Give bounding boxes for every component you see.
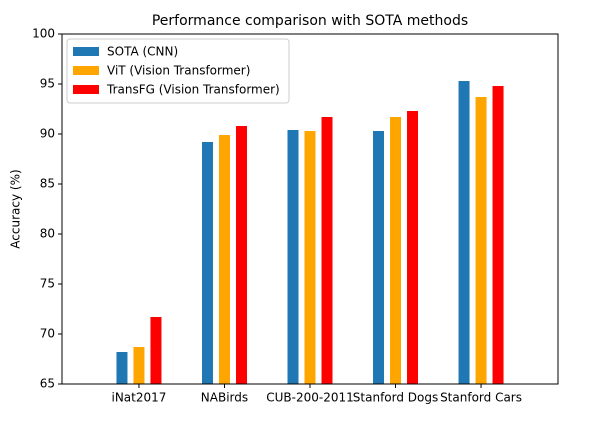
bar [407, 111, 419, 384]
legend-swatch [73, 85, 99, 94]
x-tick-label: NABirds [201, 391, 248, 405]
bar [235, 126, 247, 384]
legend-label: ViT (Vision Transformer) [107, 64, 250, 78]
bar [475, 97, 487, 384]
x-tick-label: Stanford Cars [440, 391, 522, 405]
x-tick-label: Stanford Dogs [353, 391, 438, 405]
y-tick-label: 70 [40, 327, 55, 341]
bar [458, 81, 470, 384]
y-tick-label: 100 [32, 27, 55, 41]
y-tick-label: 90 [40, 127, 55, 141]
legend-swatch [73, 47, 99, 56]
x-tick-label: CUB-200-2011 [266, 391, 354, 405]
bar [116, 352, 128, 384]
chart-title: Performance comparison with SOTA methods [152, 13, 468, 29]
bar [321, 117, 333, 384]
bar [492, 86, 504, 384]
y-axis-label: Accuracy (%) [9, 169, 23, 248]
plot-frame [61, 33, 559, 385]
legend: SOTA (CNN) ViT (Vision Transformer) TransF… [66, 38, 290, 104]
x-tick-label: iNat2017 [112, 391, 167, 405]
legend-label: TransFG (Vision Transformer) [106, 83, 280, 97]
bar [201, 142, 213, 384]
legend-swatch [73, 66, 99, 75]
y-tick-label: 95 [40, 77, 55, 91]
bar [133, 347, 145, 384]
legend-box [66, 38, 290, 104]
bar [150, 317, 162, 384]
legend-label: SOTA (CNN) [107, 45, 178, 59]
y-tick-label: 85 [40, 177, 55, 191]
bar [390, 117, 402, 384]
y-tick-label: 75 [40, 277, 55, 291]
bar [373, 131, 385, 384]
y-tick-label: 80 [40, 227, 55, 241]
y-tick-label: 65 [40, 377, 55, 391]
bar [304, 131, 316, 384]
bar [287, 130, 299, 384]
bar [218, 135, 230, 384]
